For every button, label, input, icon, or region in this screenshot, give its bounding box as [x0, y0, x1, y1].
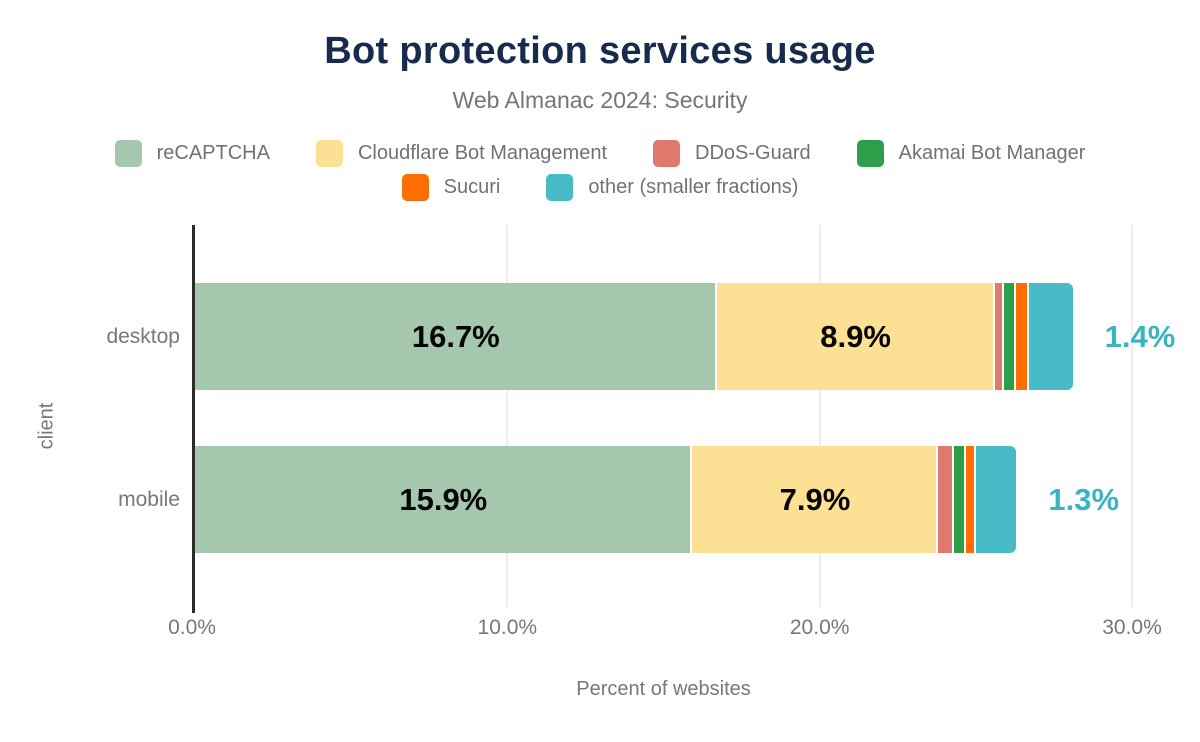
legend-label-cloudflare-bot-management: Cloudflare Bot Management [357, 142, 608, 164]
bar-desktop-segment-akamai-bot-manager[interactable] [1003, 283, 1017, 390]
legend-swatch-sucuri [401, 174, 429, 201]
y-axis-title: client [35, 402, 58, 450]
legend-swatch-cloudflare-bot-management [315, 140, 343, 167]
legend-item-recaptcha[interactable]: reCAPTCHA [114, 140, 270, 167]
x-tick-20-0: 20.0% [789, 616, 850, 639]
legend-label-akamai-bot-manager: Akamai Bot Manager [898, 142, 1086, 164]
chart-title: Bot protection services usage [324, 30, 876, 72]
gridline-10 [506, 225, 509, 607]
legend-swatch-recaptcha [114, 140, 142, 167]
legend-item-akamai-bot-manager[interactable]: Akamai Bot Manager [856, 140, 1086, 167]
bar-mobile-segment-sucuri[interactable] [966, 446, 976, 553]
legend-swatch-ddos-guard [653, 140, 681, 167]
legend-label-ddos-guard: DDoS-Guard [695, 142, 811, 164]
category-label-desktop: desktop [106, 324, 180, 348]
category-label-mobile: mobile [118, 487, 180, 511]
legend-item-sucuri[interactable]: Sucuri [401, 174, 501, 201]
y-axis-line [192, 225, 195, 613]
bar-desktop-segment-sucuri[interactable] [1016, 283, 1029, 390]
bar-desktop-segment-ddos-guard[interactable] [994, 283, 1004, 390]
legend-row-1: reCAPTCHA Cloudflare Bot Management DDoS-G… [114, 140, 1086, 167]
x-tick-10-0: 10.0% [477, 616, 538, 639]
chart-legend: reCAPTCHA Cloudflare Bot Management DDoS-G… [0, 140, 1200, 201]
chart-subtitle: Web Almanac 2024: Security [452, 87, 748, 113]
legend-label-other-smaller-fractions: other (smaller fractions) [588, 176, 799, 198]
legend-label-sucuri: Sucuri [443, 176, 501, 198]
legend-swatch-other-smaller-fractions [546, 174, 574, 201]
bar-mobile-segment-akamai-bot-manager[interactable] [953, 446, 967, 553]
legend-row-2: Sucuri other (smaller fractions) [401, 174, 798, 201]
legend-item-cloudflare-bot-management[interactable]: Cloudflare Bot Management [315, 140, 608, 167]
x-axis-title: Percent of websites [576, 678, 751, 700]
bar-desktop-outside-label: 1.4% [1104, 319, 1176, 354]
x-tick-0-0: 0.0% [168, 616, 216, 639]
bar-mobile-segment-cloudflare-bot-management[interactable] [691, 446, 939, 553]
legend-item-ddos-guard[interactable]: DDoS-Guard [653, 140, 811, 167]
legend-swatch-akamai-bot-manager [856, 140, 884, 167]
bar-desktop-segment-cloudflare-bot-management[interactable] [716, 283, 995, 390]
bar-mobile-segment-recaptcha[interactable] [195, 446, 692, 553]
x-tick-30-0: 30.0% [1102, 616, 1162, 639]
bar-desktop-segment-other-smaller-fractions[interactable] [1028, 283, 1073, 390]
bar-desktop-segment-recaptcha[interactable] [195, 283, 717, 390]
legend-item-other-smaller-fractions[interactable]: other (smaller fractions) [546, 174, 798, 201]
gridline-20 [818, 225, 821, 607]
bar-mobile-outside-label: 1.3% [1048, 482, 1120, 517]
bar-mobile-segment-other-smaller-fractions[interactable] [975, 446, 1017, 553]
bar-mobile-segment-ddos-guard[interactable] [938, 446, 954, 553]
gridline-30 [1131, 225, 1133, 607]
legend-label-recaptcha: reCAPTCHA [156, 142, 270, 164]
